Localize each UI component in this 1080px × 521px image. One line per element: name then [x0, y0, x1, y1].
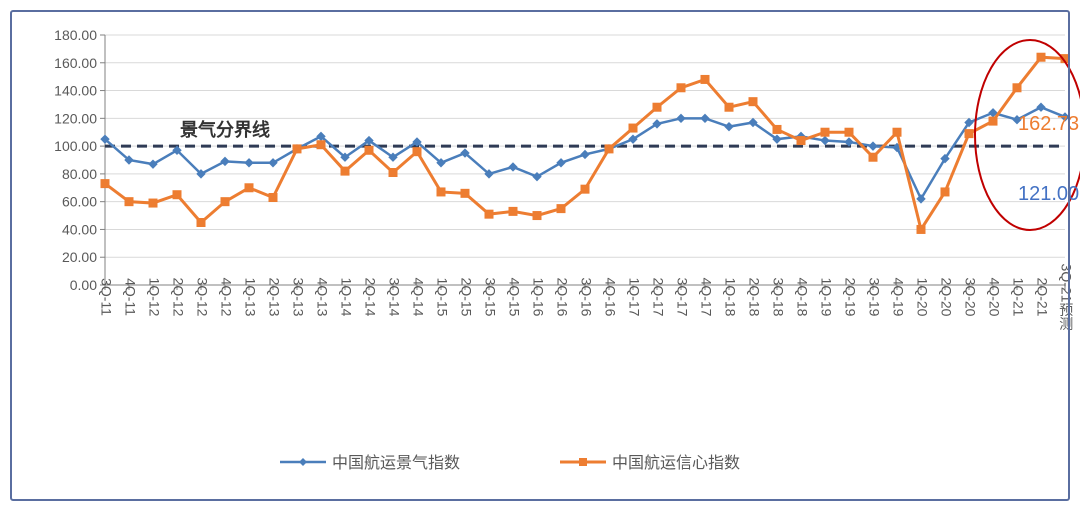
chart-outer-border	[10, 10, 1070, 501]
chart-container: 0.0020.0040.0060.0080.00100.00120.00140.…	[0, 0, 1080, 511]
